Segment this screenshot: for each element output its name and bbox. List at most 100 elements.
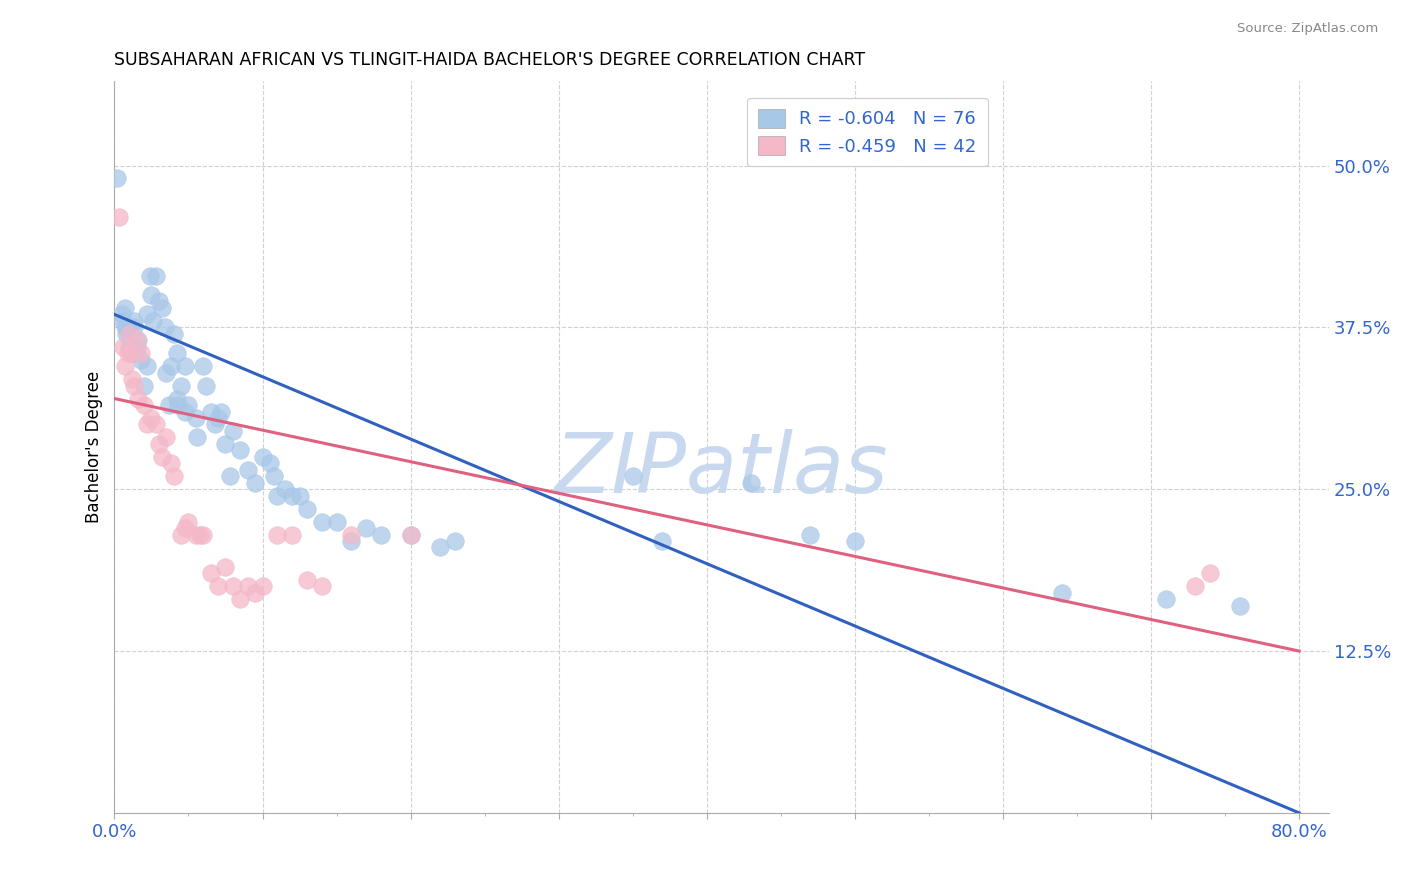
Point — [170, 527, 193, 541]
Point — [125, 340, 148, 354]
Point — [127, 334, 149, 348]
Point — [121, 372, 143, 386]
Point — [132, 398, 155, 412]
Point — [740, 475, 762, 490]
Point — [204, 417, 226, 432]
Point — [117, 346, 139, 360]
Point — [444, 533, 467, 548]
Point — [115, 326, 138, 341]
Point — [295, 501, 318, 516]
Point — [155, 430, 177, 444]
Point — [122, 320, 145, 334]
Point — [166, 346, 188, 360]
Point — [150, 450, 173, 464]
Point — [252, 579, 274, 593]
Text: ZIPatlas: ZIPatlas — [555, 428, 889, 509]
Point — [177, 515, 200, 529]
Point — [136, 307, 159, 321]
Point — [142, 314, 165, 328]
Point — [281, 527, 304, 541]
Point — [209, 404, 232, 418]
Point — [621, 469, 644, 483]
Point — [148, 437, 170, 451]
Point — [136, 417, 159, 432]
Point — [188, 527, 211, 541]
Point — [170, 378, 193, 392]
Point — [145, 417, 167, 432]
Point — [325, 515, 347, 529]
Point — [153, 320, 176, 334]
Point — [266, 527, 288, 541]
Point — [214, 437, 236, 451]
Point — [200, 566, 222, 581]
Point — [214, 560, 236, 574]
Point — [354, 521, 377, 535]
Point — [222, 579, 245, 593]
Point — [311, 579, 333, 593]
Point — [266, 489, 288, 503]
Point — [184, 411, 207, 425]
Point — [243, 475, 266, 490]
Point — [108, 211, 131, 225]
Point — [340, 527, 363, 541]
Point — [120, 340, 142, 354]
Point — [136, 359, 159, 374]
Point — [159, 456, 181, 470]
Point — [219, 469, 242, 483]
Point — [111, 307, 134, 321]
Point — [1154, 592, 1177, 607]
Text: Source: ZipAtlas.com: Source: ZipAtlas.com — [1237, 22, 1378, 36]
Point — [399, 527, 422, 541]
Point — [207, 411, 229, 425]
Point — [112, 314, 135, 328]
Point — [236, 579, 259, 593]
Point — [222, 424, 245, 438]
Point — [122, 314, 145, 328]
Point — [114, 320, 136, 334]
Point — [1199, 566, 1222, 581]
Point — [799, 527, 821, 541]
Point — [174, 359, 197, 374]
Point — [118, 340, 141, 354]
Point — [139, 268, 162, 283]
Point — [132, 378, 155, 392]
Point — [1184, 579, 1206, 593]
Point — [295, 573, 318, 587]
Point — [125, 334, 148, 348]
Y-axis label: Bachelor's Degree: Bachelor's Degree — [86, 371, 103, 524]
Point — [195, 378, 218, 392]
Point — [145, 268, 167, 283]
Point — [236, 463, 259, 477]
Point — [157, 398, 180, 412]
Point — [1229, 599, 1251, 613]
Point — [150, 301, 173, 315]
Point — [259, 456, 281, 470]
Point — [148, 294, 170, 309]
Point — [243, 586, 266, 600]
Text: SUBSAHARAN AFRICAN VS TLINGIT-HAIDA BACHELOR'S DEGREE CORRELATION CHART: SUBSAHARAN AFRICAN VS TLINGIT-HAIDA BACH… — [114, 51, 866, 69]
Point — [118, 326, 141, 341]
Point — [155, 366, 177, 380]
Point — [229, 443, 252, 458]
Point — [252, 450, 274, 464]
Point — [186, 430, 208, 444]
Point — [174, 521, 197, 535]
Point — [120, 346, 142, 360]
Point — [141, 411, 163, 425]
Point — [429, 541, 451, 555]
Point — [117, 320, 139, 334]
Point — [844, 533, 866, 548]
Point — [118, 326, 141, 341]
Point — [370, 527, 392, 541]
Point — [193, 359, 215, 374]
Point — [651, 533, 673, 548]
Point — [207, 579, 229, 593]
Point — [281, 489, 304, 503]
Point — [167, 398, 190, 412]
Point — [121, 346, 143, 360]
Point — [1050, 586, 1073, 600]
Point — [174, 404, 197, 418]
Point — [200, 404, 222, 418]
Point — [141, 288, 163, 302]
Point — [129, 352, 152, 367]
